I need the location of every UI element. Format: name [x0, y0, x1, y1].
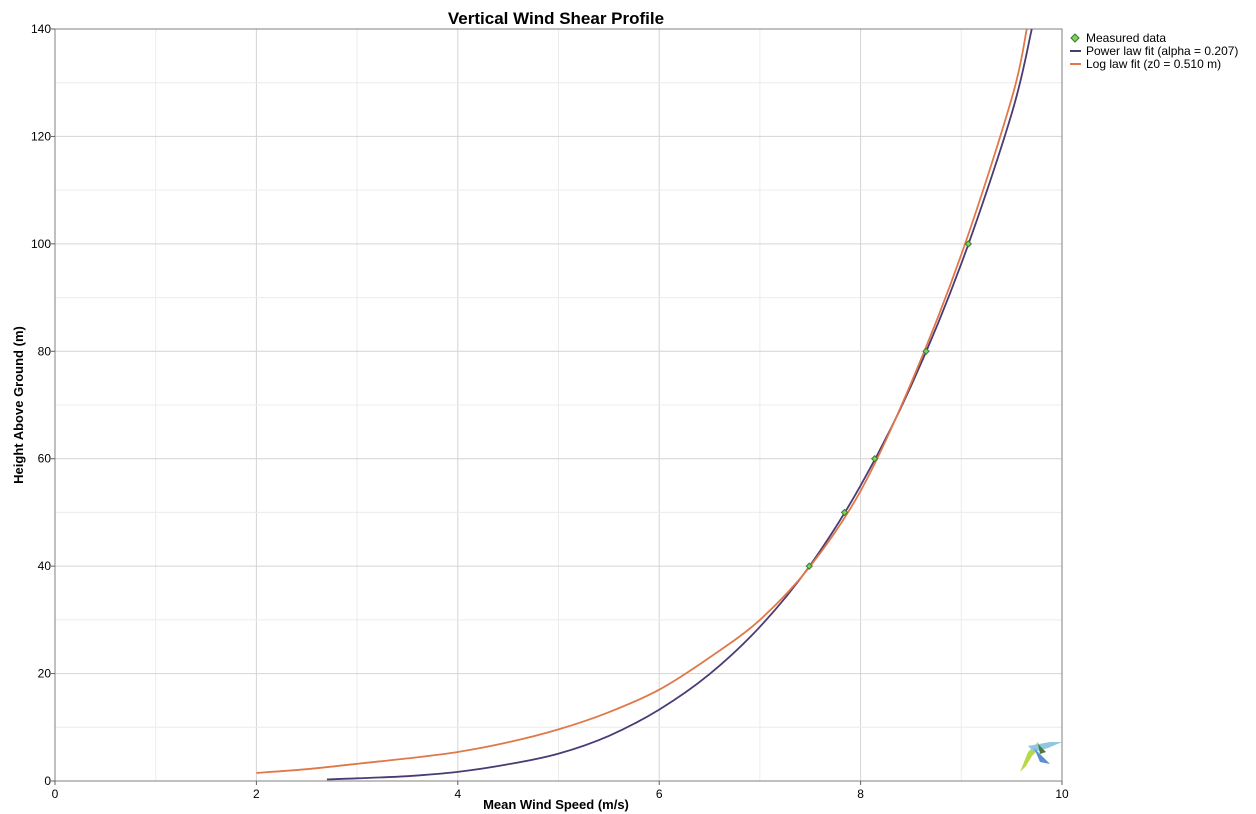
grid-lines — [55, 29, 1062, 781]
x-tick-label: 4 — [454, 787, 461, 801]
y-tick-label: 20 — [38, 667, 52, 681]
measured-data-point — [922, 347, 930, 355]
logo-icon — [1020, 742, 1062, 772]
legend-entry-label: Log law fit (z0 = 0.510 m) — [1086, 57, 1221, 71]
measured-data-point — [870, 455, 879, 463]
y-tick-label: 100 — [31, 237, 51, 251]
plot-area-frame — [54, 28, 1063, 782]
y-tick-label: 120 — [31, 129, 51, 143]
series-line-1 — [326, 29, 1033, 781]
y-axis-label: Height Above Ground (m) — [11, 326, 26, 484]
legend-marker-diamond — [1070, 33, 1080, 43]
measured-data-point — [964, 240, 973, 248]
measured-data-point — [840, 508, 849, 517]
x-tick-label: 0 — [52, 787, 59, 801]
x-tick-label: 2 — [253, 787, 260, 801]
legend-entry-label: Measured data — [1086, 31, 1166, 45]
x-tick-label: 8 — [857, 787, 864, 801]
series-line-2 — [256, 29, 1028, 774]
x-axis-label: Mean Wind Speed (m/s) — [483, 797, 629, 812]
y-tick-label: 40 — [38, 559, 52, 573]
y-tick-label: 60 — [38, 452, 52, 466]
legend-entry-label: Power law fit (alpha = 0.207) — [1086, 44, 1238, 58]
y-tick-label: 80 — [38, 344, 52, 358]
x-tick-label: 10 — [1055, 787, 1069, 801]
measured-data-point — [805, 562, 813, 570]
x-tick-label: 6 — [656, 787, 663, 801]
chart-title: Vertical Wind Shear Profile — [448, 9, 664, 28]
y-tick-label: 0 — [44, 774, 51, 788]
y-tick-label: 140 — [31, 22, 51, 36]
series-layer — [256, 29, 1033, 781]
